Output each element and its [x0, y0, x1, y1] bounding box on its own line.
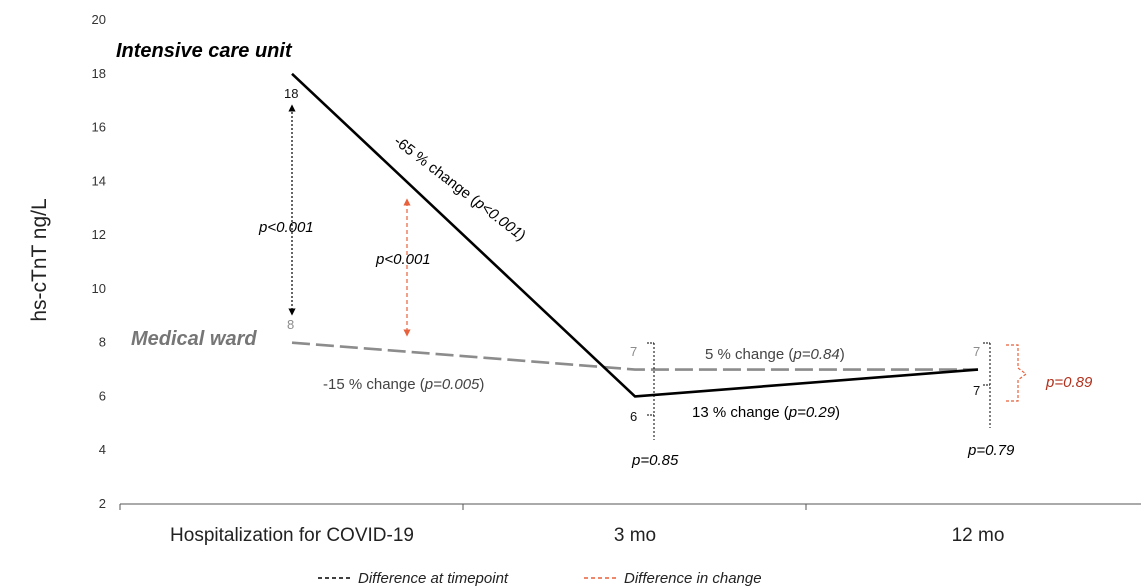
series-name-icu: Intensive care unit — [116, 40, 293, 62]
y-tick-label: 10 — [92, 281, 106, 296]
y-tick-label: 2 — [99, 496, 106, 511]
y-tick-label: 18 — [92, 66, 106, 81]
series-line-icu — [291, 72, 979, 398]
value-label-mw-1: 7 — [630, 344, 637, 359]
series-line-medical-ward — [291, 341, 978, 371]
annotation-mw-change-1: -15 % change (p=0.005) — [323, 376, 484, 393]
annotation-diff-timepoint-1: p<0.001 — [258, 219, 314, 236]
annotation-diff-timepoint-2: p=0.85 — [631, 452, 679, 469]
legend: Difference at timepoint Difference in ch… — [318, 570, 762, 587]
value-label-icu-1: 6 — [630, 409, 637, 424]
y-tick-label: 16 — [92, 120, 106, 135]
y-tick-label: 6 — [99, 388, 106, 403]
x-category-label: Hospitalization for COVID-19 — [170, 525, 414, 546]
x-axis-categories: Hospitalization for COVID-19 3 mo 12 mo — [170, 525, 1004, 546]
x-axis-tickmarks — [119, 504, 807, 510]
annotation-icu-change-1: -65 % change (p<0.001) — [391, 133, 529, 245]
legend-label-change: Difference in change — [624, 570, 762, 587]
x-category-label: 12 mo — [952, 525, 1005, 546]
series-layer — [291, 72, 979, 398]
y-axis-label: hs-cTnT ng/L — [28, 198, 51, 321]
y-axis-ticks: 2 4 6 8 10 12 14 16 18 20 — [92, 12, 106, 511]
annotation-mw-change-2: 5 % change (p=0.84) — [705, 346, 845, 363]
y-tick-label: 4 — [99, 442, 106, 457]
annotation-diff-change-2: p=0.89 — [1045, 374, 1093, 391]
legend-label-timepoint: Difference at timepoint — [358, 570, 509, 587]
series-name-medical-ward: Medical ward — [131, 328, 257, 350]
y-tick-label: 8 — [99, 335, 106, 350]
annotation-diff-timepoint-3: p=0.79 — [967, 442, 1015, 459]
value-label-mw-2: 7 — [973, 344, 980, 359]
annotation-icu-change-2: 13 % change (p=0.29) — [692, 404, 840, 421]
x-category-label: 3 mo — [614, 525, 656, 546]
value-label-mw-0: 8 — [287, 317, 294, 332]
y-tick-label: 14 — [92, 173, 106, 188]
value-label-icu-2: 7 — [973, 383, 980, 398]
y-tick-label: 20 — [92, 12, 106, 27]
diff-change-bracket-2 — [1006, 344, 1027, 402]
value-label-icu-0: 18 — [284, 86, 298, 101]
annotation-diff-change-1: p<0.001 — [375, 251, 431, 268]
y-tick-label: 12 — [92, 227, 106, 242]
